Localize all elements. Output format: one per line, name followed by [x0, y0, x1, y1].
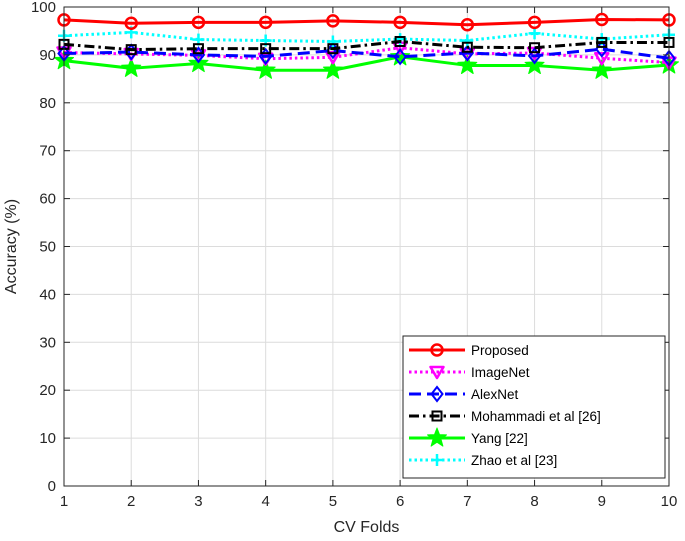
data-point-zhao-et-al-23	[461, 34, 474, 47]
data-point-yang-22	[121, 57, 142, 77]
y-tick-label: 50	[39, 239, 56, 256]
data-point-proposed	[527, 15, 542, 30]
data-point-alexnet	[527, 47, 542, 65]
series-mohammadi-et-al-26	[58, 35, 675, 56]
data-point-yang-22	[390, 46, 411, 66]
series-line-proposed	[63, 17, 670, 27]
data-point-mohammadi-et-al-26	[596, 36, 608, 48]
data-point-yang-22	[322, 59, 343, 79]
legend-label: ImageNet	[471, 365, 530, 380]
data-point-proposed	[258, 15, 273, 30]
legend-marker	[429, 365, 445, 380]
y-tick-label: 80	[39, 95, 56, 112]
series-line-alexnet	[63, 47, 670, 60]
x-tick-label: 2	[127, 493, 135, 510]
legend-entry-imagenet: ImageNet	[409, 365, 530, 380]
y-tick-label: 60	[39, 191, 56, 208]
series-layer	[53, 12, 680, 79]
data-point-proposed	[191, 15, 206, 30]
data-point-mohammadi-et-al-26	[327, 43, 339, 55]
series-line-yang-22	[63, 55, 670, 72]
legend-entry-yang-22: Yang [22]	[409, 427, 528, 447]
data-point-zhao-et-al-23	[528, 27, 541, 40]
data-point-mohammadi-et-al-26	[192, 43, 204, 55]
x-tick-label: 3	[194, 493, 202, 510]
series-line-zhao-et-al-23	[63, 30, 670, 43]
data-point-proposed	[124, 16, 138, 31]
legend-entry-alexnet: AlexNet	[409, 385, 519, 403]
legend-label: Zhao et al [23]	[471, 453, 557, 468]
x-tick-label: 4	[261, 493, 269, 510]
legend-box	[402, 335, 666, 479]
data-point-mohammadi-et-al-26	[394, 35, 406, 47]
legend-entry-zhao-et-al-23: Zhao et al [23]	[409, 453, 557, 468]
data-point-alexnet	[393, 48, 407, 66]
y-tick-label: 40	[39, 286, 56, 303]
legend-marker	[426, 427, 448, 447]
legend-entry-mohammadi-et-al-26: Mohammadi et al [26]	[409, 409, 601, 424]
x-tick-label: 6	[396, 493, 404, 510]
y-tick-label: 0	[48, 478, 56, 495]
data-point-yang-22	[524, 54, 545, 75]
y-tick-label: 70	[39, 143, 56, 160]
series-line-mohammadi-et-al-26	[63, 39, 669, 52]
legend-label: Yang [22]	[471, 431, 528, 446]
y-tick-label: 20	[39, 382, 56, 399]
data-point-proposed	[595, 12, 609, 27]
data-point-mohammadi-et-al-26	[529, 42, 541, 54]
data-point-proposed	[393, 15, 407, 30]
data-point-yang-22	[591, 59, 612, 79]
legend-label: Proposed	[471, 343, 529, 358]
data-point-proposed	[326, 14, 340, 28]
x-axis-title: CV Folds	[334, 519, 400, 536]
legend-label: Mohammadi et al [26]	[471, 409, 601, 424]
y-axis-title: Accuracy (%)	[3, 199, 20, 294]
data-point-yang-22	[255, 59, 276, 79]
x-tick-label: 1	[60, 493, 68, 510]
x-tick-label: 8	[530, 493, 538, 510]
data-point-imagenet	[594, 52, 610, 66]
x-tick-label: 10	[661, 493, 678, 510]
legend-marker	[431, 410, 443, 422]
y-tick-label: 30	[39, 334, 56, 351]
y-tick-label: 100	[31, 0, 56, 16]
y-tick-label: 10	[39, 430, 56, 447]
data-point-mohammadi-et-al-26	[260, 43, 272, 55]
legend: Proposed ImageNet AlexNet Mohammadi et al […	[402, 335, 666, 479]
y-tick-label: 90	[39, 47, 56, 64]
data-point-mohammadi-et-al-26	[461, 41, 473, 53]
legend-entry-proposed: Proposed	[409, 343, 529, 358]
x-tick-label: 9	[598, 493, 606, 510]
legend-label: AlexNet	[471, 387, 519, 402]
x-tick-label: 5	[329, 493, 337, 510]
legend-marker	[430, 343, 444, 357]
legend-marker	[431, 454, 443, 466]
data-point-proposed	[460, 17, 475, 32]
data-point-zhao-et-al-23	[326, 35, 339, 48]
data-point-yang-22	[457, 54, 478, 75]
x-tick-label: 7	[463, 493, 471, 510]
data-point-mohammadi-et-al-26	[125, 44, 137, 56]
legend-marker	[430, 385, 444, 403]
